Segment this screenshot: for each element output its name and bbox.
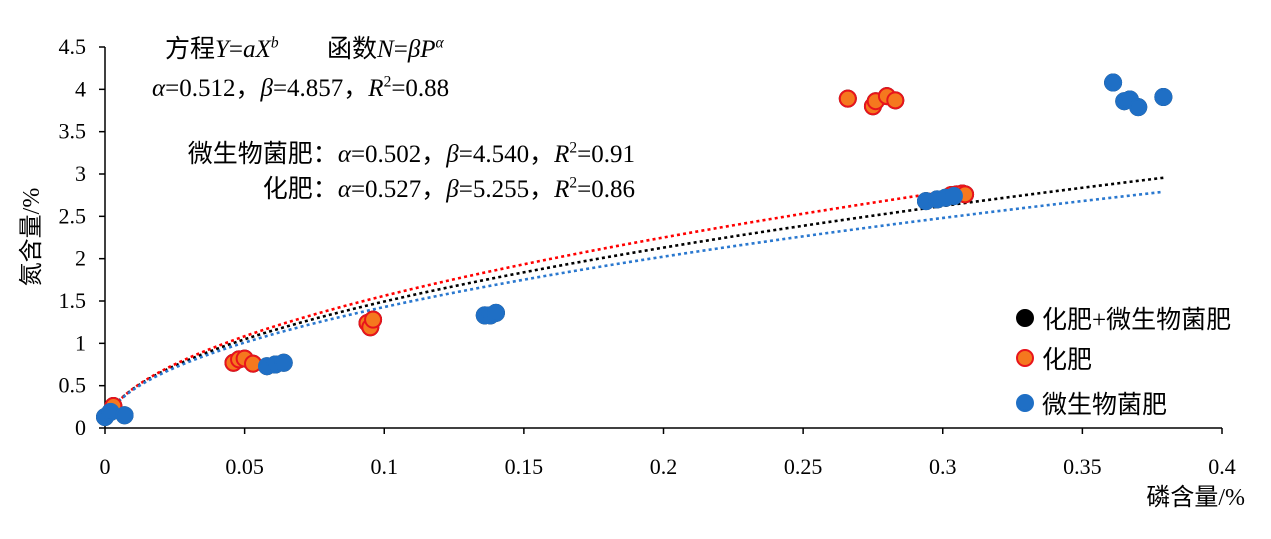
annotation-text: =0.527， bbox=[350, 176, 447, 203]
annotation-variable: β bbox=[446, 176, 459, 203]
point-series-2 bbox=[486, 303, 505, 322]
annotation-exponent: b bbox=[270, 34, 279, 52]
annotation-variable: Y bbox=[215, 36, 229, 63]
legend-item-microbial: 微生物菌肥 bbox=[1015, 388, 1168, 419]
y-tick-label: 3.5 bbox=[59, 119, 87, 144]
annotation-text: 方程 bbox=[165, 36, 216, 63]
point-series-2 bbox=[115, 406, 134, 425]
annotation-text: =4.540， bbox=[458, 141, 555, 168]
legend-marker-circle bbox=[1016, 349, 1034, 367]
y-tick-label: 3 bbox=[75, 161, 86, 186]
point-series-1 bbox=[838, 89, 857, 108]
annotation-text: =4.857， bbox=[272, 75, 369, 102]
y-tick-label: 2.5 bbox=[59, 203, 87, 228]
x-tick-label: 0.35 bbox=[1063, 454, 1102, 479]
x-tick-label: 0.1 bbox=[371, 454, 399, 479]
annotation-text: =5.255， bbox=[458, 176, 555, 203]
trendlines bbox=[109, 176, 1164, 412]
x-axis-title: 磷含量/% bbox=[1146, 485, 1245, 511]
annotation-variable: R bbox=[368, 75, 384, 102]
legend-label: 微生物菌肥 bbox=[1042, 392, 1168, 419]
annotation-variable: N bbox=[377, 36, 394, 63]
annotation-variable: α bbox=[152, 75, 166, 102]
legend-item-combined: 化肥+微生物菌肥 bbox=[1015, 303, 1232, 334]
annotation-variable: aX bbox=[243, 36, 271, 63]
trendline-series-0 bbox=[109, 176, 1164, 412]
annotation-exponent: α bbox=[435, 34, 444, 52]
overall-fit-annotation: α=0.512，β=4.857，R2=0.88 bbox=[152, 73, 450, 103]
annotation-exponent: 2 bbox=[569, 139, 578, 157]
x-tick-label: 0.3 bbox=[929, 454, 957, 479]
legend-label: 化肥 bbox=[1042, 347, 1093, 374]
annotation-text: =0.86 bbox=[577, 176, 635, 203]
annotation-text: =0.502， bbox=[350, 141, 447, 168]
axes bbox=[99, 46, 1223, 434]
y-tick-label: 4 bbox=[75, 76, 86, 101]
point-series-2 bbox=[1104, 73, 1123, 92]
annotation-variable: β bbox=[260, 75, 273, 102]
y-tick-label: 0.5 bbox=[59, 373, 87, 398]
tick-labels: 0 0.05 0.1 0.15 0.2 0.25 0.3 0.35 0.4 0 0.5 1 1.5 2 2.… bbox=[59, 34, 1236, 479]
legend-label: 化肥+微生物菌肥 bbox=[1042, 307, 1232, 334]
x-tick-label: 0.4 bbox=[1208, 454, 1236, 479]
legend-marker-circle bbox=[1016, 309, 1034, 327]
y-axis-title: 氮含量/% bbox=[19, 187, 45, 287]
x-tick-label: 0.05 bbox=[225, 454, 264, 479]
x-tick-label: 0.15 bbox=[505, 454, 544, 479]
data-points bbox=[96, 73, 1173, 426]
point-series-1 bbox=[886, 91, 905, 110]
annotation-variable: α bbox=[337, 176, 351, 203]
annotation-text: 化肥： bbox=[262, 176, 338, 203]
legend-item-fertilizer: 化肥 bbox=[1015, 343, 1093, 374]
annotation-text: = bbox=[393, 36, 408, 63]
point-series-2 bbox=[1154, 87, 1173, 106]
legend-marker bbox=[1016, 394, 1034, 412]
annotation-text: 微生物菌肥： bbox=[187, 141, 338, 168]
annotation-text: = bbox=[228, 36, 244, 63]
annotation-text: =0.512， bbox=[165, 75, 261, 102]
annotation-variable: R bbox=[554, 141, 570, 168]
annotation-exponent: 2 bbox=[569, 174, 578, 192]
equation-annotation: 方程Y=aXb bbox=[165, 34, 279, 64]
trendline-series-1 bbox=[112, 187, 966, 409]
trendline-series-2 bbox=[109, 190, 1164, 412]
point-series-1 bbox=[364, 310, 383, 329]
x-tick-label: 0.25 bbox=[784, 454, 823, 479]
y-tick-label: 1 bbox=[75, 330, 86, 355]
annotation-text: =0.88 bbox=[391, 75, 450, 102]
legend-marker bbox=[1016, 309, 1034, 327]
point-series-2 bbox=[944, 187, 963, 206]
point-series-2 bbox=[1129, 98, 1148, 117]
annotation-text: 函数 bbox=[327, 36, 378, 63]
legend-marker bbox=[1016, 349, 1034, 367]
annotation-exponent: 2 bbox=[383, 73, 392, 91]
annotation-variable: α bbox=[337, 141, 351, 168]
annotation-text: =0.91 bbox=[577, 141, 635, 168]
annotation-variable: β bbox=[446, 141, 459, 168]
y-tick-label: 1.5 bbox=[59, 288, 87, 313]
y-tick-label: 4.5 bbox=[59, 34, 87, 59]
x-tick-label: 0 bbox=[100, 454, 111, 479]
function-annotation: 函数N=βPα bbox=[327, 34, 444, 64]
y-tick-label: 2 bbox=[75, 246, 86, 271]
y-tick-label: 0 bbox=[75, 415, 86, 440]
x-tick-label: 0.2 bbox=[650, 454, 678, 479]
microbial-fit-annotation: 微生物菌肥：α=0.502，β=4.540，R2=0.91 bbox=[187, 139, 635, 169]
fertilizer-fit-annotation: 化肥：α=0.527，β=5.255，R2=0.86 bbox=[262, 174, 635, 204]
point-series-2 bbox=[274, 353, 293, 372]
legend-marker-circle bbox=[1016, 394, 1034, 412]
annotation-variable: βP bbox=[407, 36, 436, 63]
annotation-variable: R bbox=[554, 176, 570, 203]
